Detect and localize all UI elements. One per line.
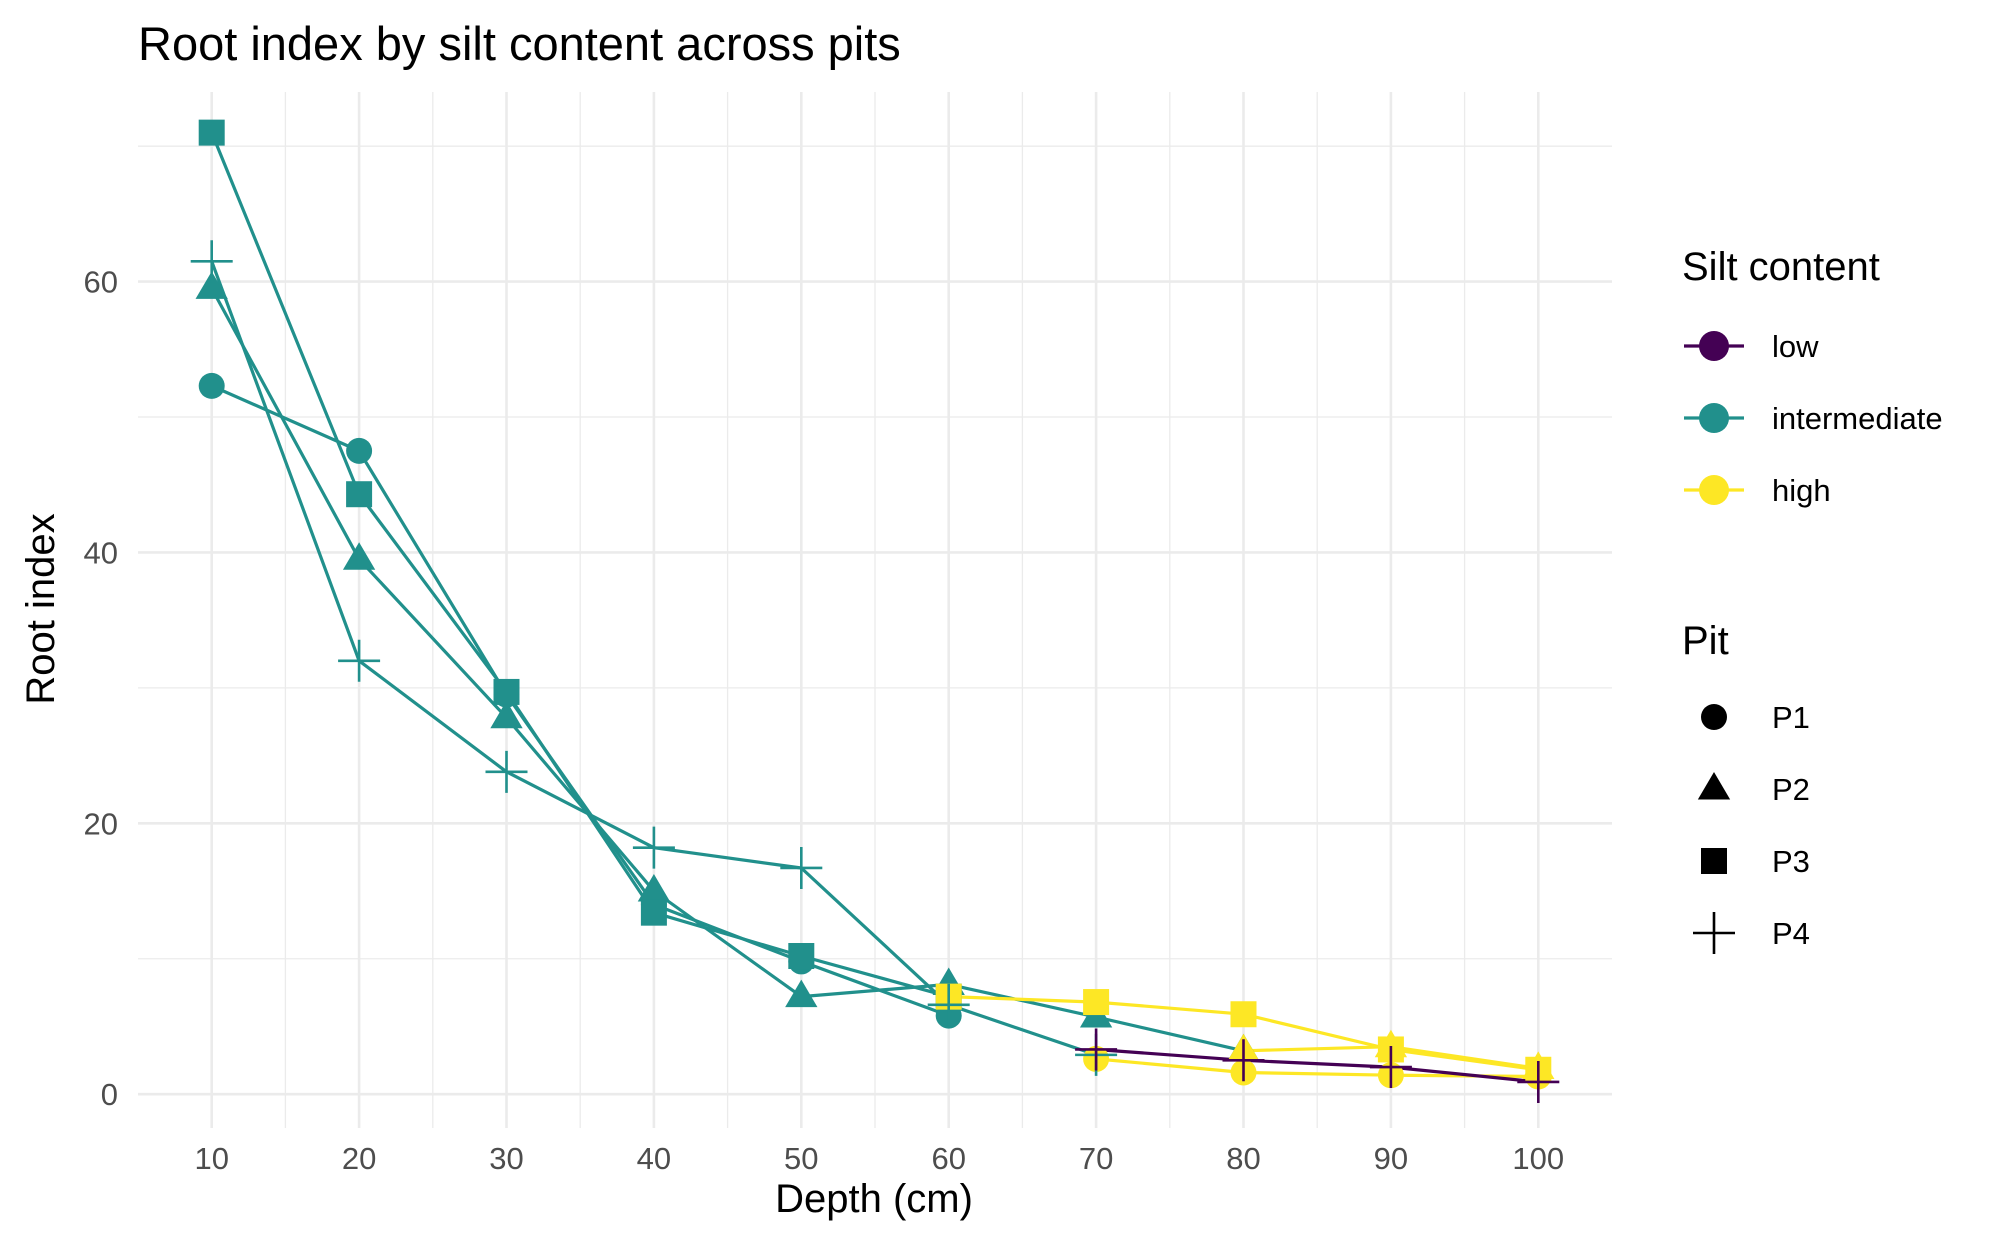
- data-point-p1-intermediate: [346, 437, 373, 464]
- legend-key-p2: [1697, 772, 1731, 800]
- y-axis-title: Root index: [19, 513, 63, 704]
- series-line-p4-low: [1095, 1047, 1539, 1084]
- data-point-p3-intermediate: [640, 899, 667, 926]
- legend-key-point-low: [1699, 331, 1729, 361]
- legend-label-p3: P3: [1772, 844, 1810, 879]
- x-tick-label: 90: [1374, 1141, 1408, 1176]
- legend-label-p2: P2: [1772, 772, 1810, 807]
- data-point-p1-intermediate: [198, 372, 225, 399]
- data-point-p4-intermediate: [190, 240, 233, 283]
- data-point-p2-intermediate: [342, 542, 376, 570]
- x-tick-label: 60: [931, 1141, 965, 1176]
- legend-key-p3: [1701, 848, 1727, 874]
- data-point-p2-intermediate: [637, 874, 671, 902]
- y-tick-label: 0: [101, 1077, 118, 1112]
- x-tick-label: 50: [784, 1141, 818, 1176]
- legend-key-p4: [1693, 912, 1735, 954]
- legend-key-p1: [1701, 704, 1727, 730]
- y-tick-label: 40: [84, 535, 118, 570]
- data-point-p2-intermediate: [195, 271, 228, 299]
- x-tick-label: 10: [194, 1141, 228, 1176]
- data-point-p2-intermediate: [785, 979, 818, 1008]
- data-point-p4-intermediate: [780, 846, 823, 889]
- x-tick-label: 20: [342, 1141, 376, 1176]
- data-point-p4-low: [1075, 1028, 1118, 1071]
- legend-label-p4: P4: [1772, 916, 1810, 951]
- legend-label-high: high: [1772, 473, 1831, 508]
- x-tick-label: 40: [637, 1141, 671, 1176]
- data-point-p4-intermediate: [485, 750, 528, 793]
- legend-label-low: low: [1772, 329, 1819, 364]
- x-tick-label: 30: [489, 1141, 523, 1176]
- x-tick-label: 70: [1079, 1141, 1113, 1176]
- x-axis-title: Depth (cm): [775, 1177, 973, 1221]
- y-tick-label: 60: [84, 265, 118, 300]
- data-point-p4-low: [1517, 1060, 1560, 1103]
- data-point-p4-intermediate: [927, 983, 970, 1026]
- data-point-p4-low: [1222, 1039, 1265, 1082]
- series-points: [190, 119, 1560, 1103]
- data-point-p4-low: [1369, 1046, 1412, 1089]
- legend-key-point-high: [1699, 475, 1729, 505]
- tick-labels: 10 20 30 40 50 60 70 80 90 100 0 20 40 60: [84, 265, 1565, 1176]
- data-point-p3-intermediate: [788, 943, 815, 970]
- data-point-p3-intermediate: [493, 678, 520, 705]
- x-tick-label: 100: [1512, 1141, 1564, 1176]
- legend-label-p1: P1: [1772, 700, 1810, 735]
- grid: [138, 92, 1612, 1128]
- data-point-p3-high: [1230, 1001, 1257, 1028]
- x-tick-label: 80: [1226, 1141, 1260, 1176]
- chart-title: Root index by silt content across pits: [138, 17, 901, 70]
- data-point-p2-intermediate: [490, 700, 523, 729]
- legend: Silt content low intermediate high Pit P1 P2 P3…: [1682, 245, 1943, 954]
- legend-key-point-intermediate: [1699, 403, 1729, 433]
- data-point-p3-high: [1083, 989, 1110, 1016]
- series-line-p3-intermediate: [210, 131, 950, 999]
- legend-label-intermediate: intermediate: [1772, 401, 1943, 436]
- data-point-p3-intermediate: [198, 119, 225, 146]
- legend-title-pit: Pit: [1682, 619, 1729, 663]
- series-line-p2-intermediate: [210, 287, 1244, 1053]
- data-point-p4-intermediate: [632, 826, 675, 869]
- legend-title-silt: Silt content: [1682, 245, 1880, 289]
- y-tick-label: 20: [84, 806, 118, 841]
- data-point-p3-intermediate: [346, 481, 373, 508]
- data-point-p4-intermediate: [338, 639, 381, 682]
